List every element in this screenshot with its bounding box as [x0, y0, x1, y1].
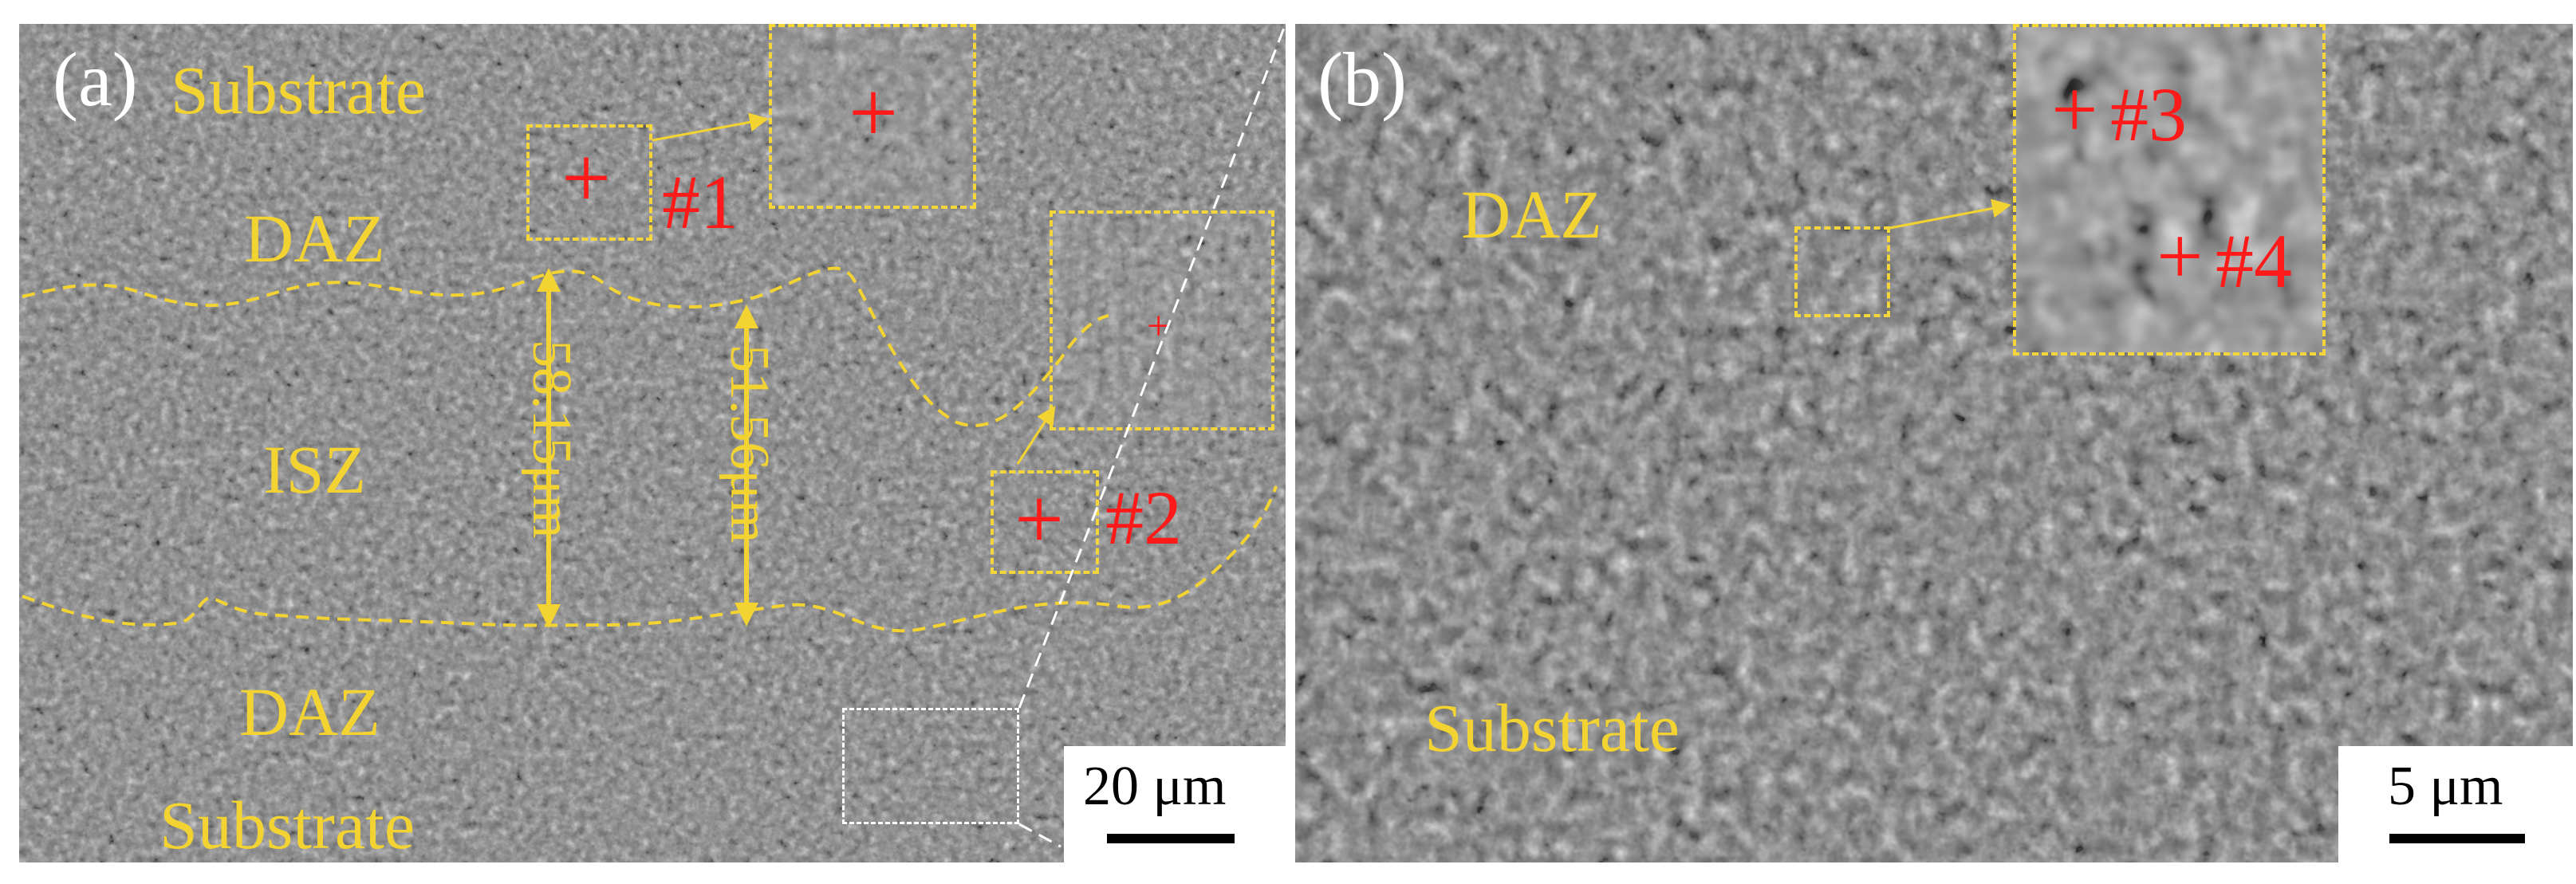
point-1-box: + [526, 124, 652, 241]
sem-panel-a: (a) Substrate DAZ ISZ DAZ Substrate + #1… [19, 24, 1286, 862]
region-daz: DAZ [1461, 176, 1602, 253]
panel-b-label: (b) [1318, 37, 1407, 122]
scale-bar-box-a: 20 μm [1064, 746, 1286, 862]
inset-points-3-4: + #3 + #4 [2013, 24, 2326, 356]
scale-bar-b [2389, 834, 2525, 843]
plus-icon: + [2157, 210, 2204, 302]
scale-bar-box-b: 5 μm [2338, 746, 2573, 862]
scale-bar-a [1107, 834, 1235, 843]
point-1-label: #1 [662, 159, 739, 245]
region-substrate-top: Substrate [171, 52, 427, 128]
plus-icon: + [561, 129, 612, 226]
region-isz: ISZ [263, 431, 366, 508]
region-substrate-bottom: Substrate [160, 787, 416, 862]
point-3-label: #3 [2110, 72, 2187, 157]
zoom-region-box [842, 708, 1019, 824]
panel-a-label: (a) [53, 37, 138, 122]
region-daz-bottom: DAZ [239, 674, 380, 750]
point-4-label: #4 [2216, 218, 2292, 304]
region-daz-top: DAZ [244, 200, 385, 277]
sem-texture-a [19, 24, 1286, 862]
measurement-1-label: 58.15μm [521, 340, 582, 539]
plus-icon: + [1014, 470, 1065, 568]
measurement-2-label: 51.56μm [719, 344, 780, 544]
inset-point-2: + [1050, 210, 1274, 430]
scale-label-a: 20 μm [1083, 756, 1227, 817]
scale-label-b: 5 μm [2388, 756, 2503, 817]
point-2-label: #2 [1105, 475, 1182, 560]
region-substrate: Substrate [1424, 690, 1680, 766]
point-2-box: + [991, 470, 1099, 574]
plus-icon: + [849, 64, 899, 161]
zoom-source-box [1794, 226, 1890, 317]
sem-panel-b: (b) DAZ Substrate + #3 + #4 5 μm [1295, 24, 2573, 862]
plus-icon: + [2051, 64, 2098, 155]
sem-texture-b [1295, 24, 2573, 862]
inset-point-1: + [769, 24, 976, 209]
plus-icon: + [1147, 304, 1171, 349]
